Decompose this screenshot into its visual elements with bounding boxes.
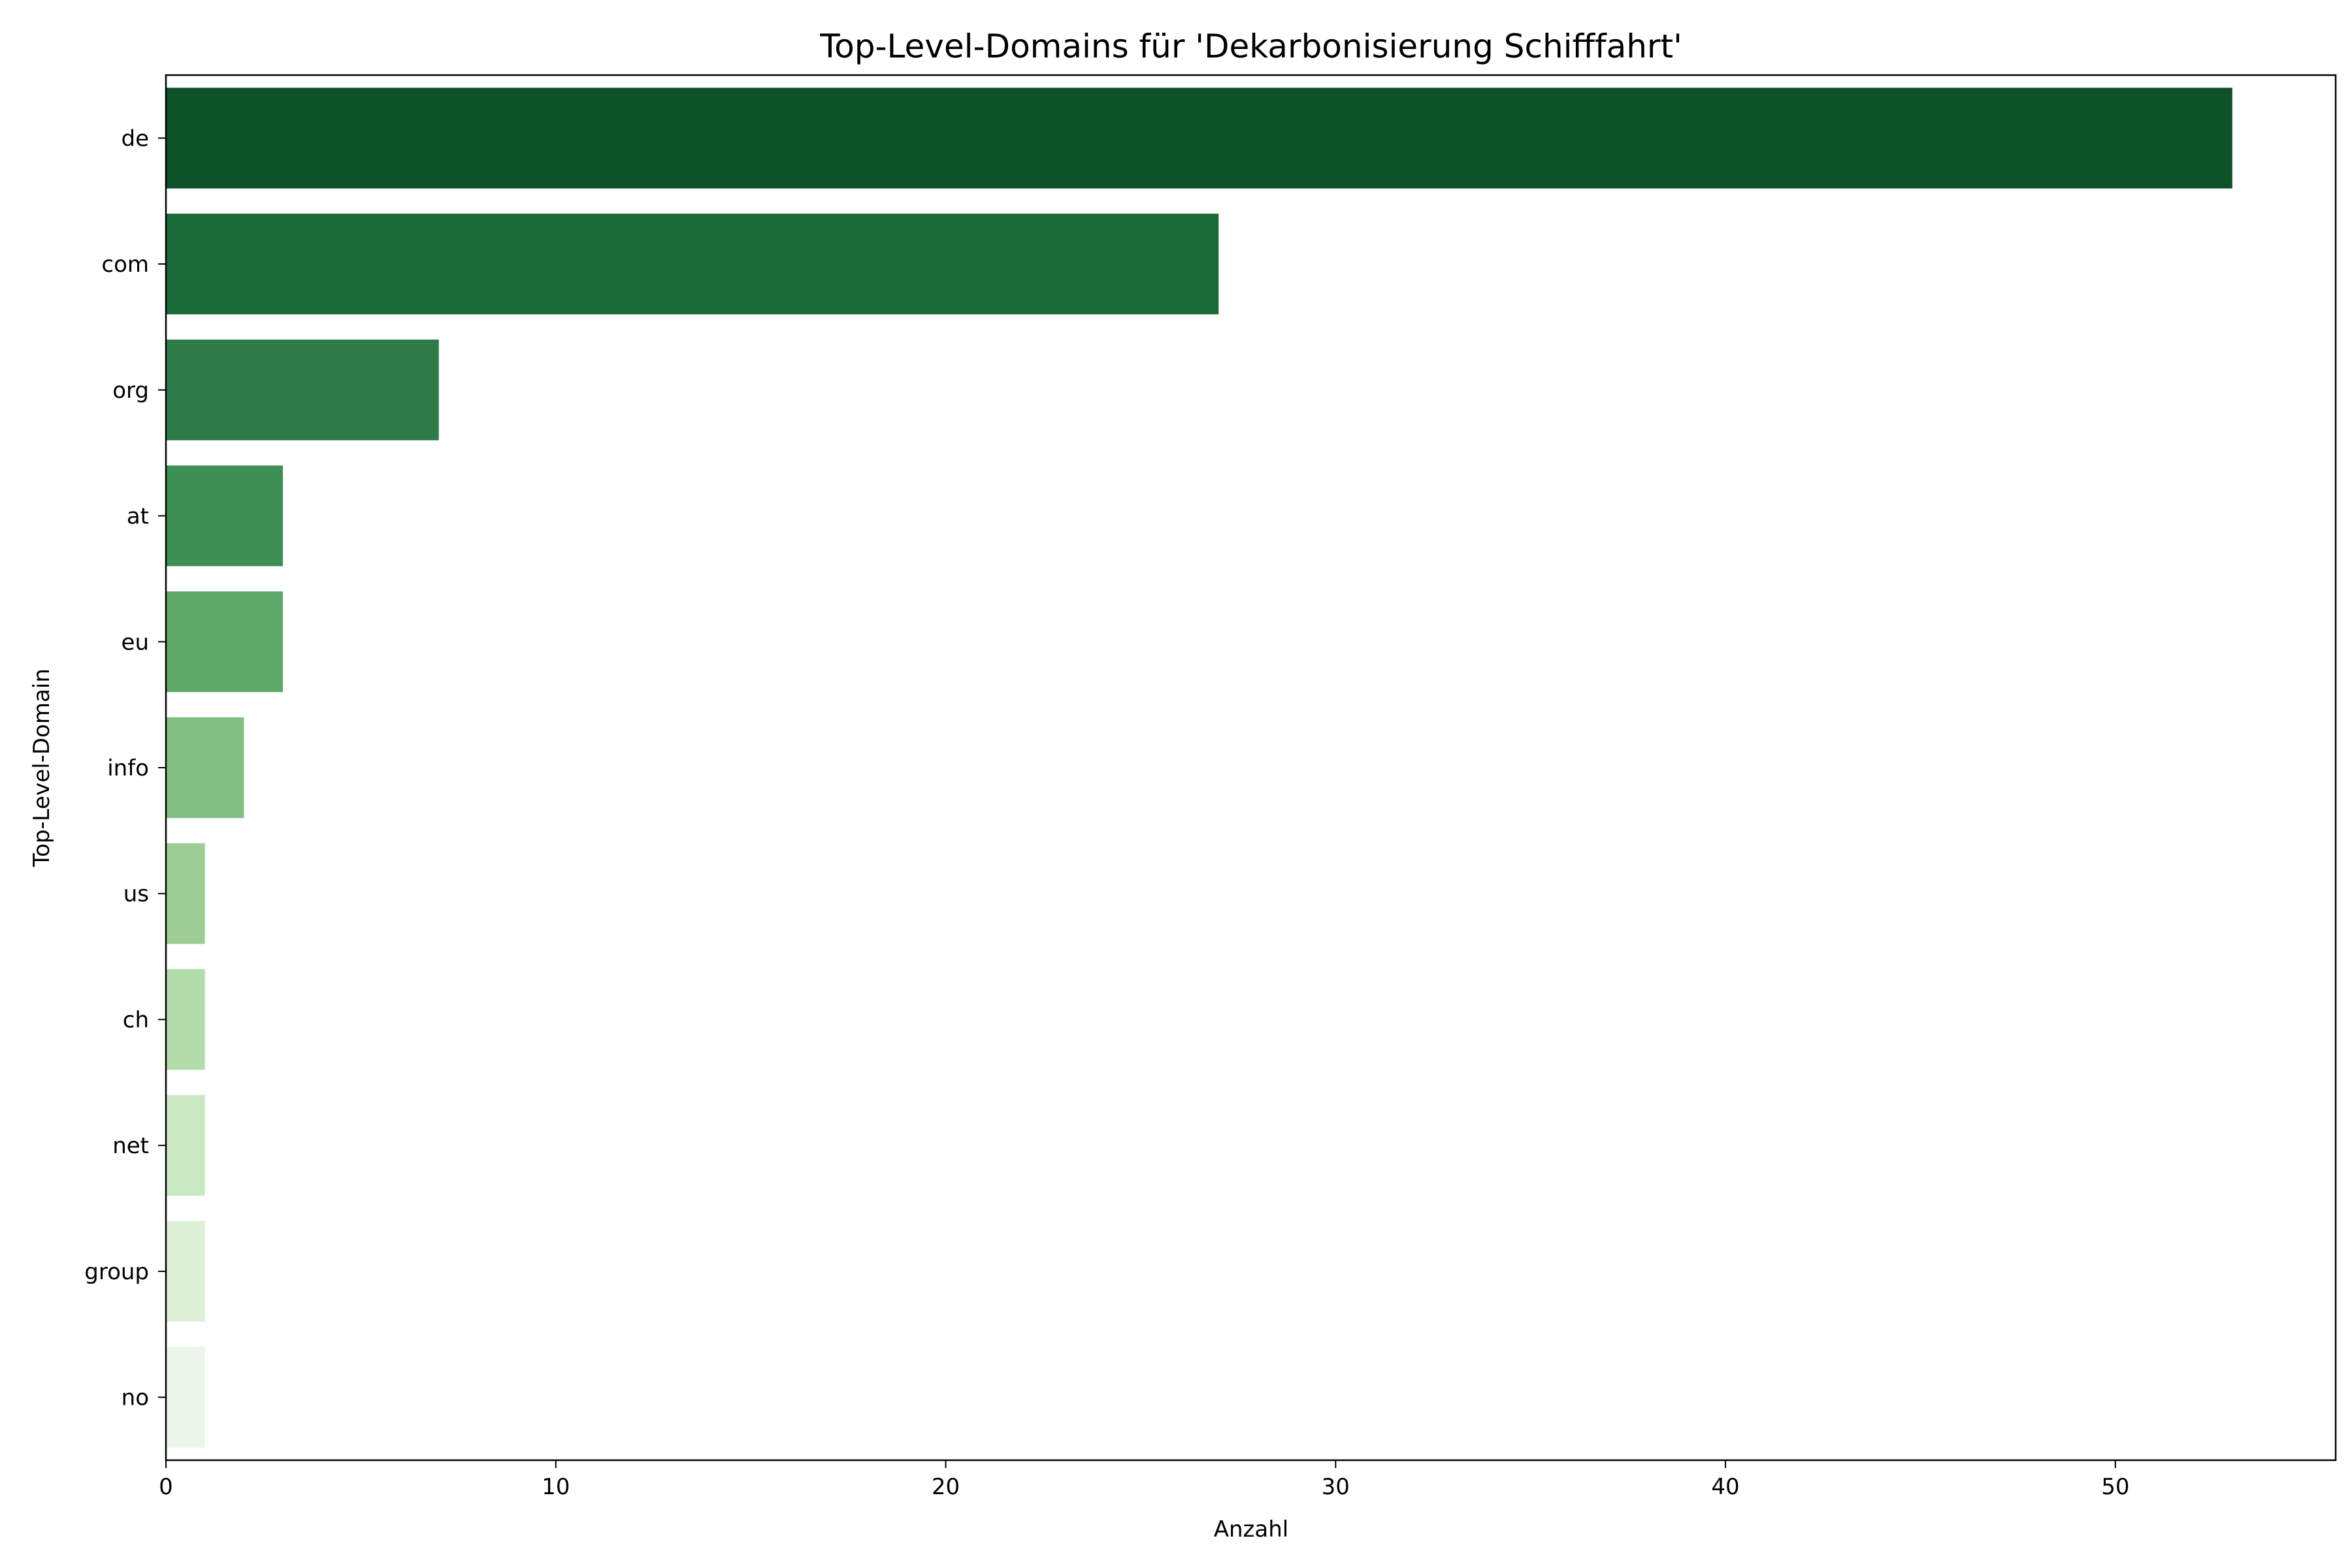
bar-group (166, 1220, 205, 1322)
y-ticks-group: de com org at eu info us ch net group no (84, 125, 166, 1411)
bar-net (166, 1095, 205, 1196)
y-tick-label-eu: eu (122, 629, 149, 655)
y-tick-label-info: info (107, 755, 149, 781)
x-tick-label-40: 40 (1711, 1474, 1739, 1500)
x-tick-label-30: 30 (1322, 1474, 1350, 1500)
y-tick-label-com: com (101, 252, 149, 278)
bar-de (166, 88, 2232, 189)
y-tick-label-ch: ch (123, 1007, 149, 1033)
bar-info (166, 717, 244, 819)
bar-ch (166, 969, 205, 1070)
bar-us (166, 843, 205, 944)
x-tick-label-10: 10 (542, 1474, 570, 1500)
y-tick-label-group: group (84, 1259, 149, 1285)
bars-group (166, 88, 2232, 1448)
x-ticks-group: 0 10 20 30 40 50 (159, 1460, 2129, 1500)
bar-org (166, 339, 439, 440)
bar-com (166, 214, 1219, 315)
y-tick-label-at: at (127, 504, 149, 530)
y-axis-label: Top-Level-Domain (29, 668, 55, 868)
bar-at (166, 465, 284, 566)
x-tick-label-0: 0 (159, 1474, 173, 1500)
plot-frame (165, 74, 2337, 1462)
y-tick-label-no: no (122, 1385, 149, 1411)
x-axis-label: Anzahl (1214, 1516, 1288, 1543)
y-tick-label-de: de (122, 125, 150, 152)
y-tick-label-net: net (112, 1133, 149, 1159)
bar-eu (166, 591, 284, 693)
x-tick-label-50: 50 (2101, 1474, 2129, 1500)
x-tick-label-20: 20 (932, 1474, 960, 1500)
y-tick-label-org: org (112, 378, 149, 404)
y-tick-label-us: us (123, 881, 149, 907)
chart-title: Top-Level-Domains für 'Dekarbonisierung … (819, 27, 1682, 65)
bar-no (166, 1347, 205, 1448)
